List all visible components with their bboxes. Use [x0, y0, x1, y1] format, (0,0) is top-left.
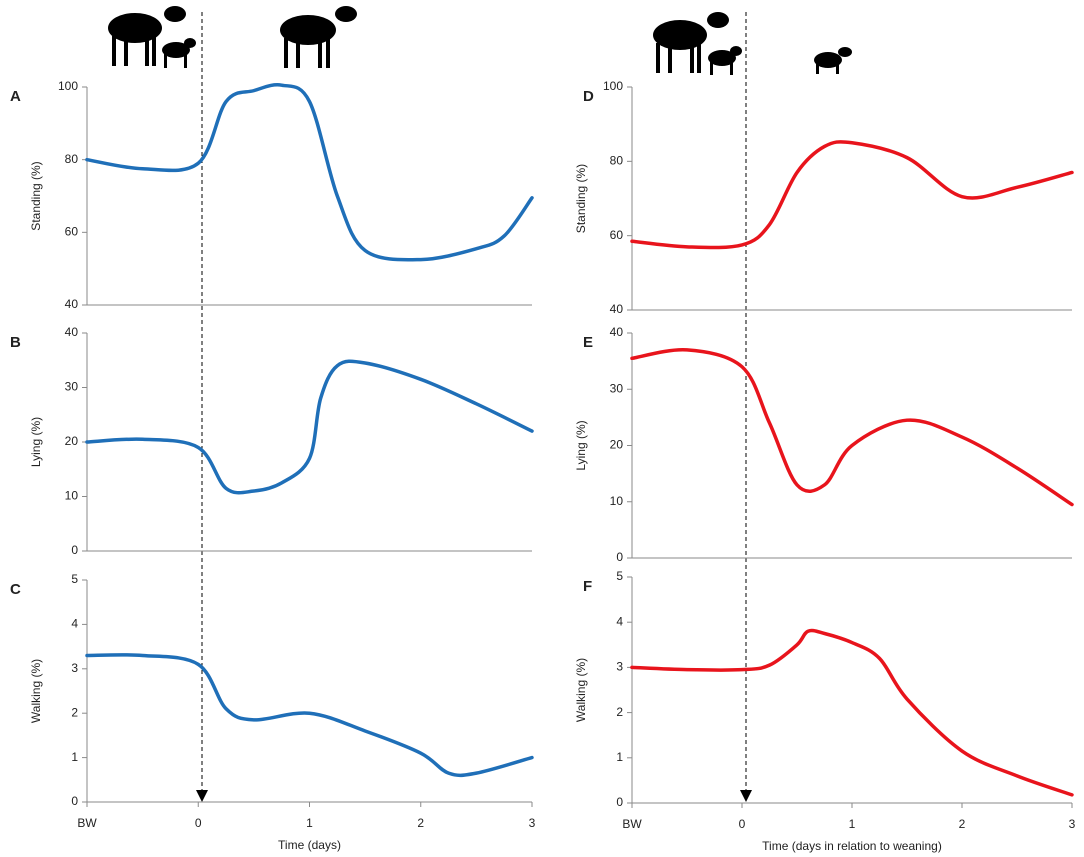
- data-line: [630, 348, 1074, 507]
- y-tick-label: 4: [616, 614, 623, 628]
- x-tick-label: 3: [529, 816, 536, 830]
- y-tick-label: 10: [65, 489, 79, 503]
- data-line: [85, 653, 534, 778]
- panel-label: A: [10, 88, 21, 105]
- panel-label: E: [583, 334, 593, 351]
- y-tick-label: 10: [610, 494, 624, 508]
- y-tick-label: 0: [616, 550, 623, 564]
- x-tick-label: 1: [306, 816, 313, 830]
- y-tick-label: 40: [65, 297, 79, 311]
- y-tick-label: 100: [603, 79, 623, 93]
- y-tick-label: 60: [65, 225, 79, 239]
- y-tick-label: 80: [65, 152, 79, 166]
- y-tick-label: 3: [616, 660, 623, 674]
- y-axis-label: Walking (%): [29, 659, 43, 723]
- x-axis-label: Time (days in relation to weaning): [762, 839, 942, 853]
- y-axis-label: Lying (%): [574, 420, 588, 470]
- y-tick-label: 5: [71, 572, 78, 586]
- y-tick-label: 40: [610, 302, 624, 316]
- y-tick-label: 0: [616, 795, 623, 809]
- weaning-arrow: [196, 790, 208, 802]
- y-tick-label: 20: [610, 438, 624, 452]
- ewe-lamb-icon: [108, 6, 196, 68]
- lamb-icon: [814, 47, 852, 74]
- y-tick-label: 4: [71, 617, 78, 631]
- y-tick-label: 20: [65, 434, 79, 448]
- y-tick-label: 1: [71, 750, 78, 764]
- y-tick-label: 2: [71, 705, 78, 719]
- x-tick-label: 3: [1069, 817, 1076, 831]
- y-tick-label: 80: [610, 154, 624, 168]
- data-line: [85, 359, 534, 495]
- weaning-arrow: [740, 790, 752, 802]
- y-axis-label: Standing (%): [574, 164, 588, 233]
- y-tick-label: 3: [71, 661, 78, 675]
- y-tick-label: 0: [71, 543, 78, 557]
- y-axis-label: Walking (%): [574, 658, 588, 722]
- y-tick-label: 100: [58, 79, 78, 93]
- panel-label: C: [10, 581, 21, 598]
- data-line: [85, 83, 534, 262]
- y-tick-label: 0: [71, 794, 78, 808]
- x-tick-label: 1: [849, 817, 856, 831]
- data-line: [630, 140, 1074, 250]
- x-tick-label: 2: [417, 816, 424, 830]
- y-tick-label: 5: [616, 569, 623, 583]
- panel-label: B: [10, 334, 21, 351]
- y-axis-label: Standing (%): [29, 161, 43, 230]
- x-tick-label: 2: [959, 817, 966, 831]
- x-axis-label: Time (days): [278, 838, 341, 852]
- data-line: [630, 628, 1074, 797]
- x-tick-label: BW: [77, 816, 97, 830]
- y-tick-label: 1: [616, 750, 623, 764]
- ewe-lamb-icon: [653, 12, 742, 75]
- y-tick-label: 60: [610, 228, 624, 242]
- y-tick-label: 40: [65, 325, 79, 339]
- ewe-icon: [280, 6, 357, 68]
- panel-label: D: [583, 88, 594, 105]
- x-tick-label: 0: [195, 816, 202, 830]
- x-tick-label: BW: [622, 817, 642, 831]
- y-tick-label: 30: [610, 381, 624, 395]
- x-tick-label: 0: [739, 817, 746, 831]
- y-tick-label: 30: [65, 380, 79, 394]
- y-tick-label: 2: [616, 705, 623, 719]
- panel-label: F: [583, 578, 592, 595]
- y-tick-label: 40: [610, 325, 624, 339]
- y-axis-label: Lying (%): [29, 417, 43, 467]
